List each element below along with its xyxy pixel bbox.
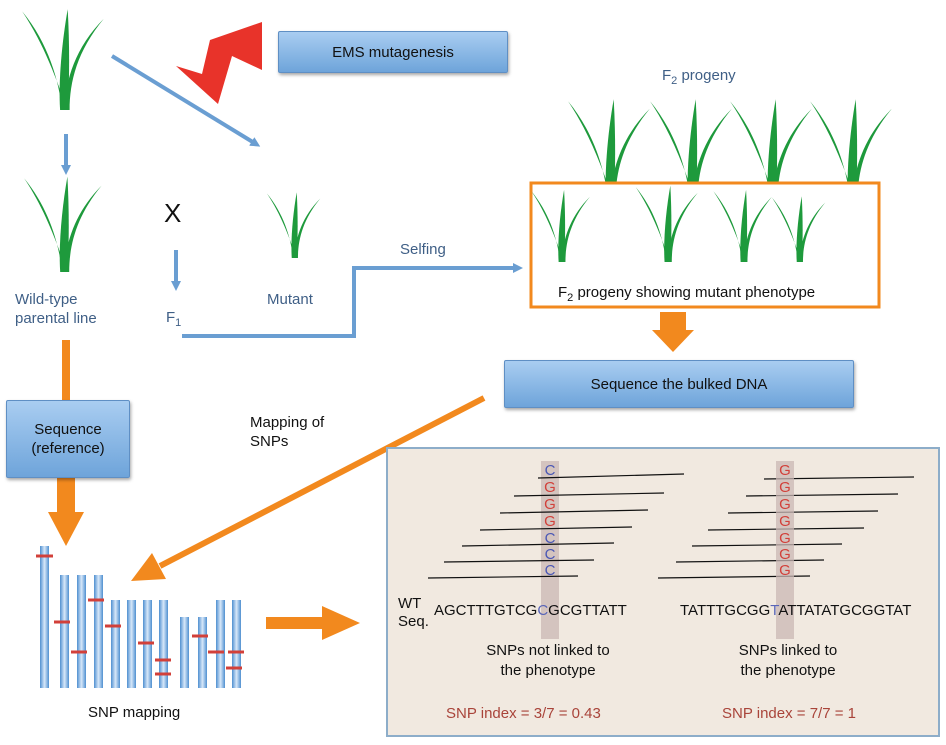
left-read-base-2: G: [544, 479, 556, 496]
wild-type-plant-icon: [22, 9, 104, 110]
left-wt-sequence: AGCTTTGTCGCGCGTTATT: [434, 602, 627, 619]
snp-index-panel: C G G G C C C G G G G G G G WT Seq. AGCT…: [386, 447, 940, 737]
blue-arrows: [61, 54, 523, 338]
f2-progeny-label: F2 progeny: [662, 67, 736, 87]
sequence-bulked-dna-label: Sequence the bulked DNA: [590, 375, 768, 393]
sequence-reference-box: Sequence (reference): [6, 400, 130, 478]
right-read-base-2: G: [779, 479, 791, 496]
mutant-plant-icon: [266, 192, 321, 258]
ems-mutagenesis-box: EMS mutagenesis: [278, 31, 508, 73]
f2-mutant-phenotype-label: F2 progeny showing mutant phenotype: [558, 284, 816, 304]
right-snp-index: SNP index = 7/7 = 1: [722, 705, 856, 722]
left-snp-column-highlight: [541, 461, 559, 639]
right-read-base-3: G: [779, 496, 791, 513]
mutant-label: Mutant: [267, 291, 313, 308]
left-read-base-3: G: [544, 496, 556, 513]
f1-label: F1: [166, 309, 182, 329]
mutant-phenotype-plants: [531, 185, 826, 262]
right-snp-column-highlight: [776, 461, 794, 639]
right-snp-note: SNPs linked to the phenotype: [738, 642, 838, 679]
left-read-lines: [427, 473, 915, 579]
left-read-base-1: C: [544, 462, 556, 479]
cross-symbol: X: [164, 198, 182, 228]
right-read-base-7: G: [779, 562, 791, 579]
wild-type-parental-line-label: Wild-type parental line: [15, 291, 97, 327]
selfing-label: Selfing: [400, 241, 446, 258]
left-snp-note: SNPs not linked to the phenotype: [486, 642, 610, 679]
left-read-base-6: C: [544, 546, 556, 563]
snp-mapping-chromosomes: [40, 546, 241, 688]
right-read-base-5: G: [779, 530, 791, 547]
left-read-base-7: C: [544, 562, 556, 579]
snp-mapping-label: SNP mapping: [88, 704, 181, 721]
ems-mutagenesis-label: EMS mutagenesis: [332, 43, 454, 61]
mutant-phenotype-frame: [529, 181, 881, 309]
orange-arrows: [48, 312, 694, 640]
right-read-base-4: G: [779, 513, 791, 530]
wt-seq-label: WT Seq.: [398, 595, 429, 630]
left-read-base-5: C: [544, 530, 556, 547]
parental-line-plant-icon: [24, 176, 102, 272]
lightning-bolt-icon: [176, 22, 262, 104]
left-read-base-4: G: [544, 513, 556, 530]
right-read-base-6: G: [779, 546, 791, 563]
mapping-of-snps-label: Mapping of SNPs: [250, 414, 325, 450]
snp-markers: [36, 554, 244, 676]
right-read-base-1: G: [779, 462, 791, 479]
left-snp-index: SNP index = 3/7 = 0.43: [446, 705, 601, 722]
right-wt-sequence: TATTTGCGGTATTATATGCGGTAT: [680, 602, 912, 619]
sequence-bulked-dna-box: Sequence the bulked DNA: [504, 360, 854, 408]
